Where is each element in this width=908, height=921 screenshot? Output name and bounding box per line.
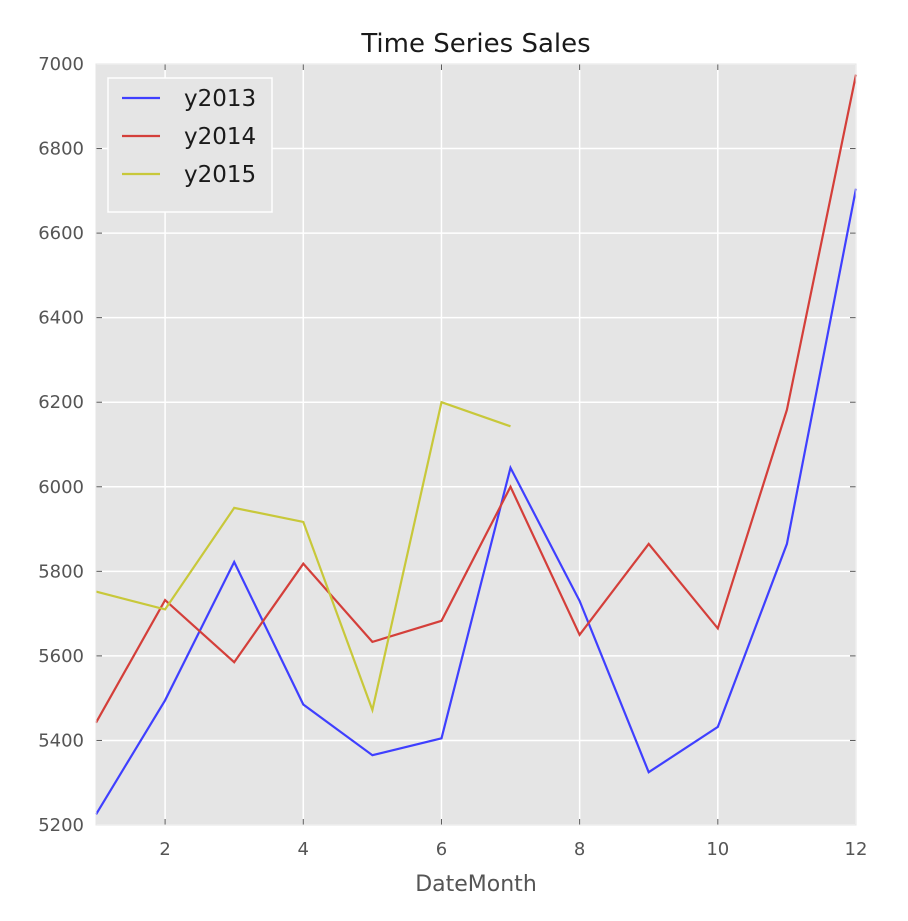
series-line-y2015 <box>95 400 511 714</box>
plot-frame <box>95 63 857 826</box>
x-tick-label: 4 <box>298 839 309 860</box>
y-tick-label: 7000 <box>38 54 84 75</box>
legend-label-y2013: y2013 <box>184 86 256 112</box>
y-tick-label: 6200 <box>38 392 84 413</box>
x-tick-label: 12 <box>845 839 868 860</box>
y-tick-label: 6000 <box>38 477 84 498</box>
legend-label-y2014: y2014 <box>184 124 256 150</box>
legend-label-y2015: y2015 <box>184 162 256 188</box>
x-tick-label: 10 <box>706 839 729 860</box>
y-tick-label: 6600 <box>38 223 84 244</box>
y-tick-label: 5200 <box>38 815 84 836</box>
y-tick-label: 5800 <box>38 561 84 582</box>
series-line-y2013 <box>95 188 858 815</box>
y-tick-label: 5400 <box>38 730 84 751</box>
legend: y2013 y2014 y2015 <box>107 77 273 213</box>
y-tick-label: 6400 <box>38 308 84 329</box>
y-tick-label: 6800 <box>38 139 84 160</box>
series-lines <box>95 74 858 815</box>
x-tick-label: 2 <box>159 839 170 860</box>
axis-ticks: 2 4 6 8 10 12 5200 5400 5600 5800 6000 6200 6400 6600… <box>38 54 867 860</box>
grid <box>96 63 857 826</box>
y-tick-label: 5600 <box>38 646 84 667</box>
chart-title: Time Series Sales <box>360 29 590 59</box>
series-line-y2014 <box>95 74 858 724</box>
legend-box <box>107 77 273 213</box>
x-tick-label: 6 <box>436 839 447 860</box>
x-axis-label: DateMonth <box>415 872 537 897</box>
x-tick-label: 8 <box>574 839 585 860</box>
